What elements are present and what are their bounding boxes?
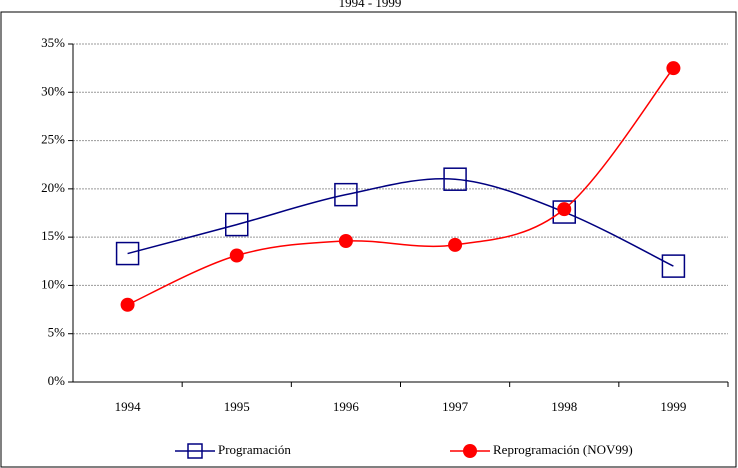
data-point	[338, 234, 353, 249]
data-point	[552, 200, 576, 224]
x-tick-label: 1995	[224, 399, 250, 414]
x-tick-label: 1998	[551, 399, 577, 414]
data-point	[443, 167, 467, 191]
data-point	[229, 248, 244, 263]
y-tick-label: 25%	[41, 132, 65, 147]
y-tick-label: 30%	[41, 83, 65, 98]
x-tick-label: 1997	[442, 399, 469, 414]
x-tick-label: 1994	[115, 399, 142, 414]
y-tick-label: 35%	[41, 35, 65, 50]
y-tick-label: 5%	[48, 325, 66, 340]
y-tick-label: 10%	[41, 276, 65, 291]
legend-label: Programación	[218, 442, 291, 457]
series-line	[127, 67, 675, 306]
data-point	[661, 254, 686, 278]
chart-frame	[0, 11, 737, 468]
data-point	[225, 212, 249, 237]
legend-label: Reprogramación (NOV99)	[493, 442, 633, 457]
x-tick-label: 1996	[333, 399, 360, 414]
data-point	[334, 182, 358, 207]
legend-marker	[463, 444, 477, 458]
data-point	[666, 61, 681, 76]
data-point	[120, 297, 135, 312]
legend-marker	[187, 443, 203, 459]
y-tick-label: 20%	[41, 180, 65, 195]
chart-title: 1994 - 1999	[339, 0, 402, 10]
data-point	[448, 237, 463, 252]
x-tick-label: 1999	[660, 399, 686, 414]
data-point	[557, 202, 572, 217]
y-tick-label: 0%	[48, 373, 66, 388]
data-point	[115, 241, 140, 266]
y-tick-label: 15%	[41, 228, 65, 243]
